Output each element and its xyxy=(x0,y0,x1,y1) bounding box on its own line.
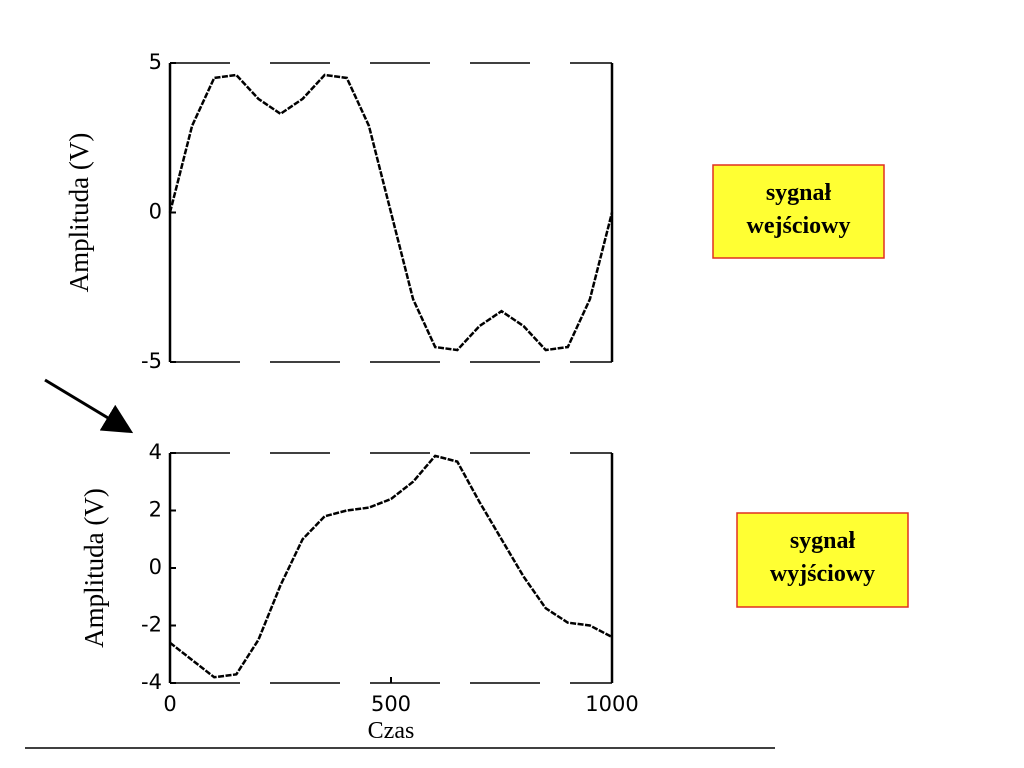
signal-line xyxy=(169,454,613,679)
label-box xyxy=(712,164,885,259)
y-axis-label: Amplituda (V) xyxy=(79,488,109,648)
y-tick-label: 0 xyxy=(149,555,162,579)
x-tick-label: 1000 xyxy=(585,692,638,716)
x-tick-label: 0 xyxy=(163,692,176,716)
label-text: wejściowy xyxy=(747,213,851,239)
y-tick-label: 5 xyxy=(149,50,162,74)
signal-line xyxy=(168,73,614,352)
x-tick-label: 500 xyxy=(371,692,411,716)
x-axis-label: Czas xyxy=(368,718,415,744)
label-box xyxy=(736,512,909,608)
y-tick-label: 0 xyxy=(149,200,162,224)
y-tick-label: -4 xyxy=(141,670,162,694)
label-text: sygnał xyxy=(790,528,856,554)
label-text: sygnał xyxy=(766,180,832,206)
arrow xyxy=(44,378,134,434)
y-tick-label: -2 xyxy=(141,613,162,637)
y-tick-label: -5 xyxy=(141,349,162,373)
y-tick-label: 4 xyxy=(149,440,162,464)
label-text: wyjściowy xyxy=(770,561,875,587)
y-tick-label: 2 xyxy=(149,498,162,522)
y-axis-label: Amplituda (V) xyxy=(64,133,94,293)
